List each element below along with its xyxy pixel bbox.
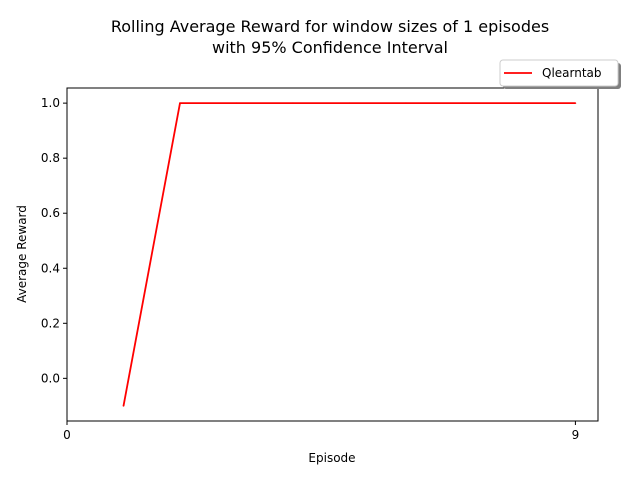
data-point [461,102,464,104]
y-tick-label: 1.0 [41,96,60,110]
chart-title: Rolling Average Reward for window sizes … [111,17,549,57]
data-point [179,102,181,104]
x-axis-label: Episode [308,451,355,465]
plot-frame [66,87,599,422]
y-tick-label: 0.6 [41,206,60,220]
x-tick-label: 0 [63,428,71,442]
data-point [405,102,407,104]
data-point [292,102,294,104]
legend: Qlearntab [499,59,621,89]
x-tick-label: 9 [572,428,580,442]
plot-area: 0.0 0.2 0.4 0.6 0.8 1.0 0 9 [41,96,579,442]
series-line-qlearntab [122,102,576,407]
y-tick-label: 0.0 [41,371,60,385]
legend-label-qlearntab: Qlearntab [542,66,602,80]
y-tick-label: 0.2 [41,316,60,330]
data-point [235,102,238,104]
chart-title-line-2: with 95% Confidence Interval [212,38,448,57]
data-point [574,102,577,104]
data-point [122,405,125,407]
data-point [518,102,520,104]
y-tick-label: 0.8 [41,151,60,165]
y-tick-label: 0.4 [41,261,60,275]
data-point [348,102,351,104]
legend-box [499,59,619,87]
y-axis-label: Average Reward [15,205,29,303]
chart-title-line-1: Rolling Average Reward for window sizes … [111,17,549,36]
